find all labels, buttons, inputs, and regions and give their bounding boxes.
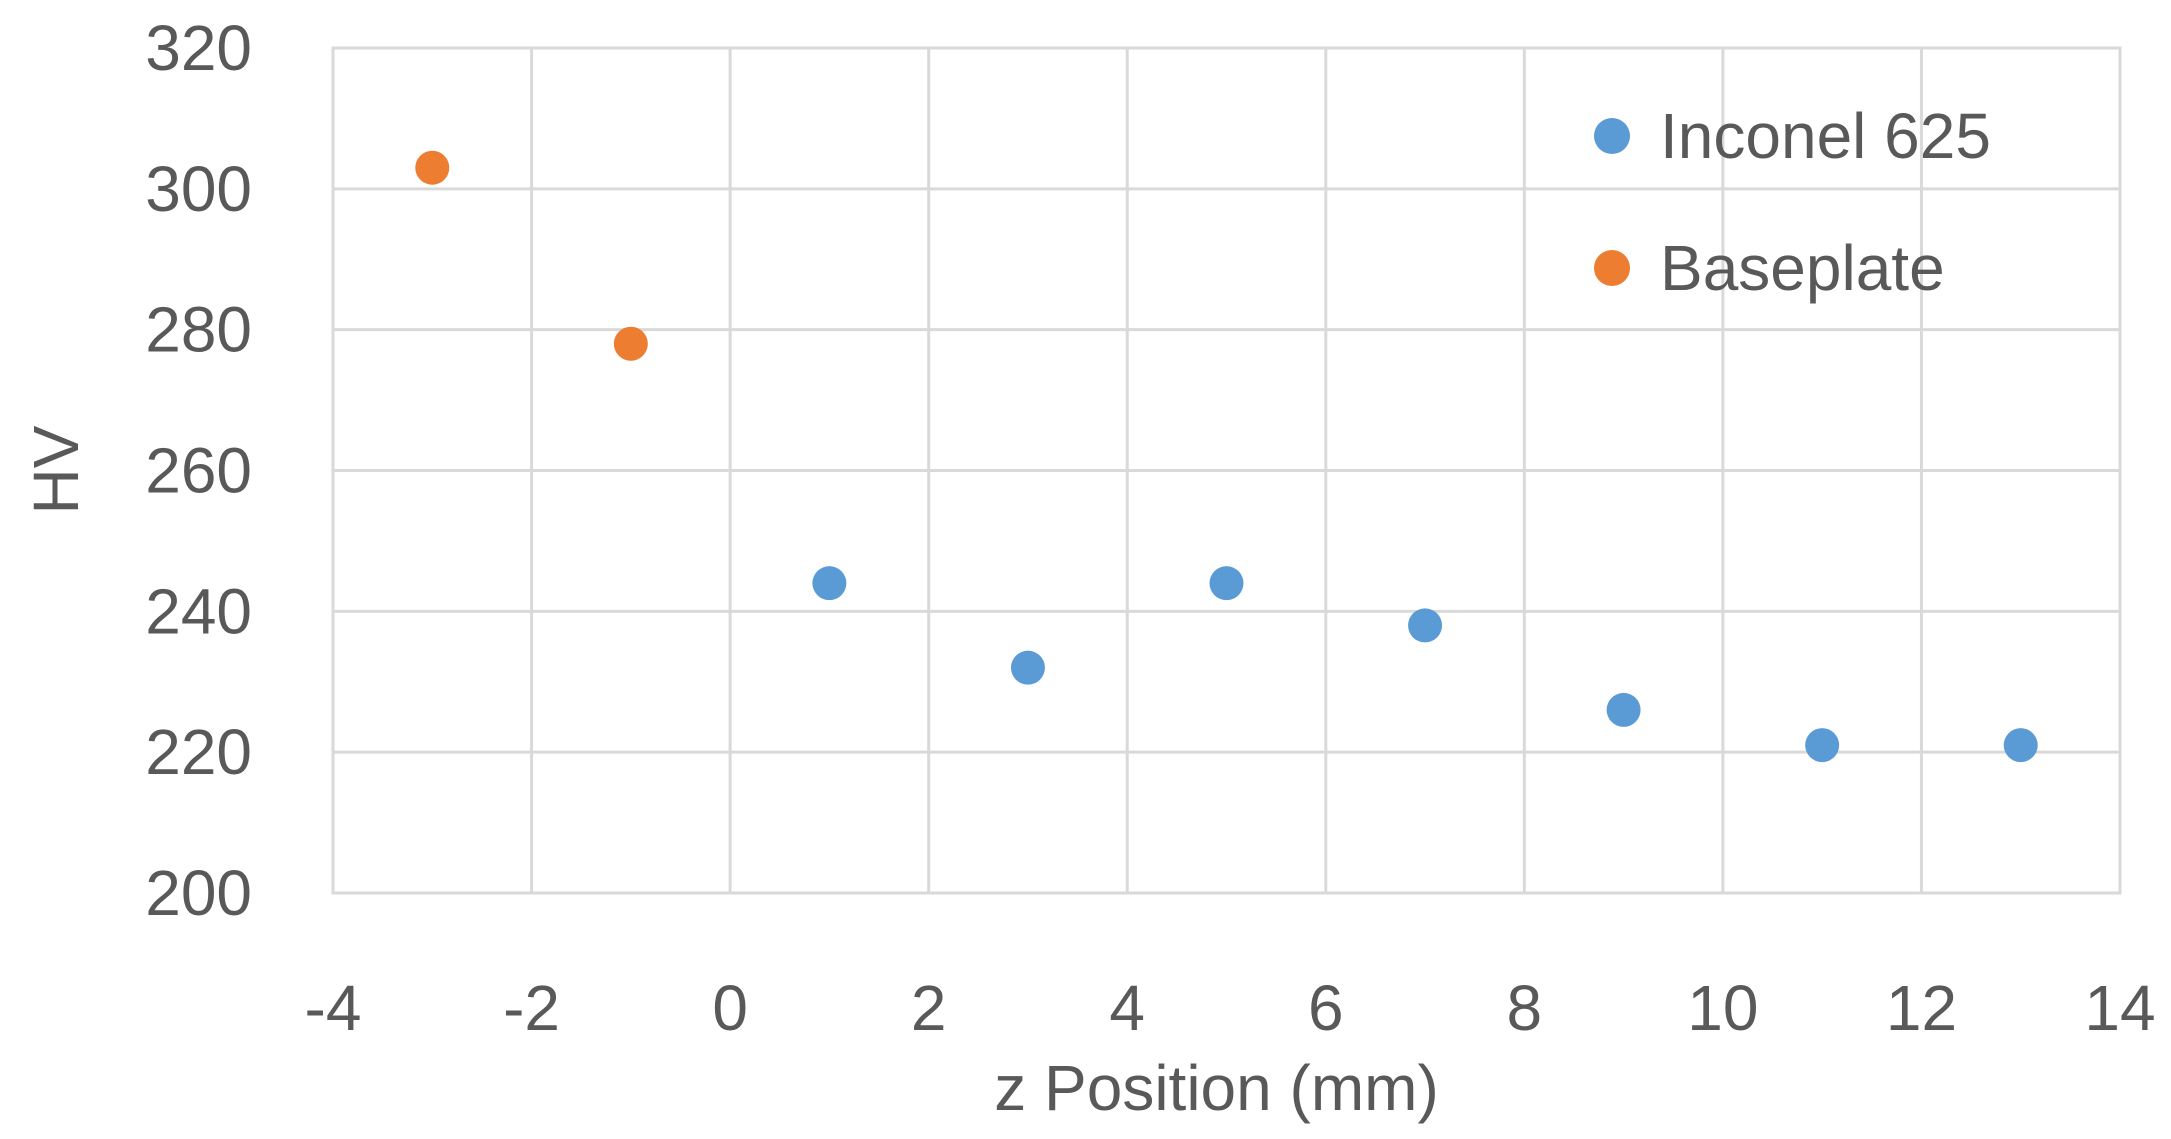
data-point-inconel-625 [1606,692,1641,727]
data-point-inconel-625 [1209,566,1244,601]
legend-label-baseplate: Baseplate [1660,232,1945,304]
legend: Inconel 625 Baseplate [1594,100,1991,304]
data-point-inconel-625 [2003,728,2038,763]
y-tick-label: 300 [145,153,252,225]
y-tick-label: 280 [145,294,252,366]
y-tick-label: 320 [145,12,252,84]
legend-label-inconel-625: Inconel 625 [1660,100,1991,172]
x-axis-title: z Position (mm) [994,1052,1439,1124]
x-tick-label: 6 [1308,972,1344,1044]
x-tick-label: 0 [712,972,748,1044]
y-tick-label: 220 [145,716,252,788]
data-point-inconel-625 [1805,728,1840,763]
data-point-inconel-625 [1010,650,1045,685]
y-tick-label: 240 [145,575,252,647]
x-tick-label: 12 [1886,972,1957,1044]
x-tick-label: 10 [1687,972,1758,1044]
x-tick-label: -4 [305,972,362,1044]
x-tick-label: 14 [2084,972,2155,1044]
plot-area-border [331,46,2122,895]
legend-marker-baseplate [1594,250,1630,286]
y-tick-labels: 200 220 240 260 280 300 320 [145,12,252,929]
x-tick-label: 8 [1507,972,1543,1044]
data-point-baseplate [613,326,648,361]
data-points [415,150,2038,763]
y-axis-title: HV [20,425,92,514]
data-point-baseplate [415,150,450,185]
y-tick-label: 260 [145,435,252,507]
y-tick-label: 200 [145,857,252,929]
x-tick-label: 4 [1109,972,1145,1044]
legend-marker-inconel-625 [1594,118,1630,154]
x-tick-label: -2 [503,972,560,1044]
data-point-inconel-625 [1408,608,1443,643]
data-point-inconel-625 [812,566,847,601]
x-tick-labels: -4 -2 0 2 4 6 8 10 12 14 [305,972,2156,1044]
grid-layer [331,46,2122,895]
x-tick-label: 2 [911,972,947,1044]
